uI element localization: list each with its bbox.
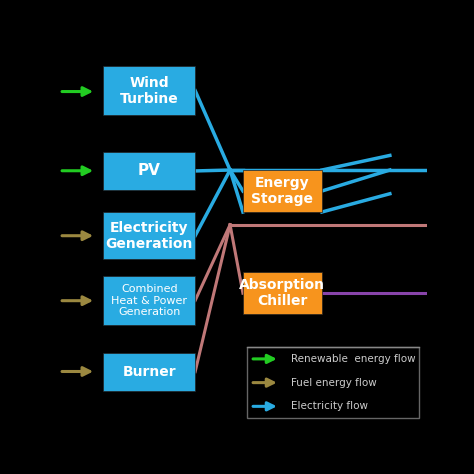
FancyBboxPatch shape	[103, 152, 195, 190]
FancyBboxPatch shape	[103, 276, 195, 325]
FancyBboxPatch shape	[246, 347, 419, 418]
Text: Combined
Heat & Power
Generation: Combined Heat & Power Generation	[111, 284, 187, 317]
FancyBboxPatch shape	[103, 66, 195, 115]
FancyBboxPatch shape	[243, 272, 322, 314]
Text: Wind
Turbine: Wind Turbine	[120, 75, 179, 106]
Text: Renewable  energy flow: Renewable energy flow	[291, 354, 415, 364]
Text: Burner: Burner	[122, 365, 176, 379]
FancyBboxPatch shape	[103, 212, 195, 259]
Text: Absorption
Chiller: Absorption Chiller	[239, 278, 326, 308]
Text: Energy
Storage: Energy Storage	[251, 176, 313, 206]
FancyBboxPatch shape	[243, 170, 322, 212]
Text: Electricity
Generation: Electricity Generation	[106, 220, 193, 251]
Text: Fuel energy flow: Fuel energy flow	[291, 378, 376, 388]
FancyBboxPatch shape	[103, 353, 195, 391]
Text: Electricity flow: Electricity flow	[291, 401, 368, 411]
Text: PV: PV	[138, 164, 161, 178]
